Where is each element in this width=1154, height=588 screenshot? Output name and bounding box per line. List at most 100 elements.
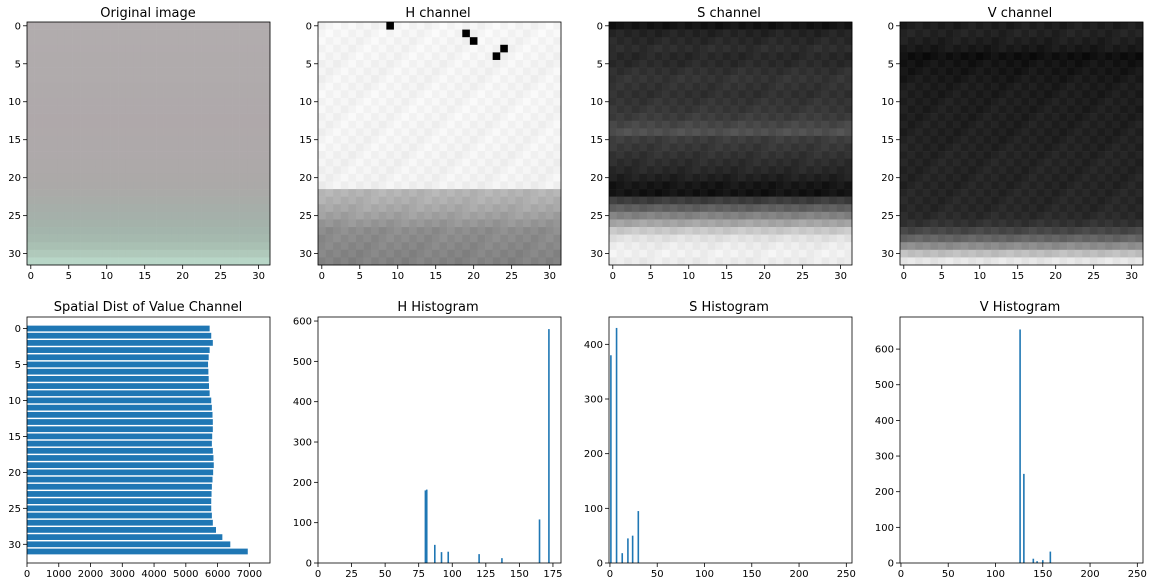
original-pixel	[118, 22, 127, 30]
original-pixel	[163, 22, 172, 30]
original-pixel	[171, 166, 180, 175]
original-pixel	[254, 128, 263, 137]
s-channel-pixel	[814, 219, 822, 228]
h-channel-pixel	[325, 90, 334, 99]
original-pixel	[156, 52, 164, 61]
h-channel-pixel	[325, 143, 334, 152]
original-pixel	[95, 105, 104, 114]
h-channel-pixel	[318, 22, 326, 30]
h-channel-pixel	[439, 82, 448, 91]
v-channel-pixel	[991, 257, 1000, 266]
s-channel-pixel	[662, 242, 671, 251]
original-pixel	[239, 59, 248, 68]
original-pixel	[178, 143, 187, 152]
original-pixel	[34, 249, 43, 258]
v-channel-pixel	[1006, 166, 1015, 175]
s-channel-pixel	[814, 151, 822, 159]
s-channel-pixel	[738, 113, 746, 122]
v-hist-xtick-label: 50	[942, 569, 955, 580]
original-pixel	[102, 128, 111, 137]
h-hist-bar	[425, 489, 428, 563]
h-channel-pixel	[515, 97, 524, 106]
v-channel-pixel	[1021, 135, 1030, 144]
h-channel-pixel	[409, 120, 418, 129]
spatial-dist-ytick-label: 10	[8, 396, 21, 407]
original-pixel	[27, 249, 35, 258]
original-pixel	[209, 90, 218, 99]
h-channel-pixel	[469, 120, 478, 129]
original-pixel	[178, 128, 187, 137]
v-channel-pixel	[1021, 166, 1030, 175]
h-channel-pixel	[386, 113, 395, 122]
v-channel-pixel	[1135, 29, 1144, 38]
original-xtick-label: 5	[66, 271, 72, 282]
h-channel-pixel	[348, 37, 357, 46]
v-channel-pixel	[968, 29, 977, 38]
s-channel-pixel	[639, 211, 648, 220]
s-channel-pixel	[715, 227, 724, 235]
h-channel-pixel	[530, 211, 539, 220]
s-channel-pixel	[814, 173, 822, 182]
original-pixel	[110, 128, 119, 137]
v-channel-pixel	[998, 181, 1007, 190]
original-pixel	[163, 181, 172, 190]
original-pixel	[87, 128, 96, 137]
s-channel-pixel	[776, 173, 784, 182]
v-channel-pixel	[907, 166, 916, 175]
h-channel-pixel	[515, 44, 524, 53]
original-pixel	[239, 97, 248, 106]
s-channel-pixel	[791, 67, 800, 76]
original-pixel	[49, 52, 58, 61]
h-channel-pixel	[424, 242, 433, 251]
v-channel-pixel	[945, 234, 954, 243]
h-channel-pixel	[492, 189, 501, 197]
s-channel-pixel	[669, 158, 678, 167]
s-channel-pixel	[616, 204, 625, 213]
v-channel-pixel	[1059, 257, 1068, 266]
spatial-dist-ytick-label: 15	[8, 432, 21, 443]
h-channel-pixel	[469, 166, 478, 175]
h-channel-pixel	[447, 211, 455, 220]
s-channel-pixel	[768, 105, 777, 114]
s-channel-pixel	[844, 181, 853, 190]
v-channel-pixel	[1082, 249, 1091, 258]
h-channel-pixel	[515, 67, 524, 76]
original-pixel	[49, 29, 58, 38]
original-pixel	[239, 105, 248, 114]
original-pixel	[140, 44, 149, 53]
s-channel-pixel	[776, 44, 784, 53]
original-pixel	[118, 135, 127, 144]
original-pixel	[163, 166, 172, 175]
h-channel-pixel	[355, 211, 364, 220]
v-channel-pixel	[991, 227, 1000, 235]
v-channel-pixel	[1029, 234, 1037, 243]
h-channel-pixel	[363, 189, 372, 197]
s-channel-pixel	[692, 211, 701, 220]
v-channel-pixel	[1067, 44, 1075, 53]
h-channel-pixel	[523, 151, 531, 159]
v-channel-pixel	[1021, 67, 1030, 76]
h-channel-pixel	[530, 158, 539, 167]
original-pixel	[224, 90, 233, 99]
original-pixel	[95, 29, 104, 38]
v-channel-pixel	[1082, 67, 1091, 76]
original-pixel	[148, 37, 157, 46]
original-pixel	[140, 22, 149, 30]
v-channel-pixel	[922, 135, 931, 144]
v-channel-pixel	[1044, 211, 1053, 220]
original-pixel	[110, 181, 119, 190]
v-channel-pixel	[1013, 113, 1022, 122]
original-pixel	[216, 151, 225, 159]
h-channel-pixel	[348, 143, 357, 152]
h-channel-pixel	[553, 234, 562, 243]
h-channel-pixel	[371, 135, 380, 144]
h-channel-pixel	[393, 29, 402, 38]
h-channel-pixel	[469, 22, 478, 30]
s-channel-pixel	[821, 257, 830, 266]
s-channel-pixel	[639, 44, 648, 53]
original-pixel	[64, 234, 73, 243]
original-pixel	[87, 29, 96, 38]
s-channel-pixel	[684, 105, 693, 114]
s-channel-pixel	[722, 29, 731, 38]
s-channel-pixel	[768, 242, 777, 251]
